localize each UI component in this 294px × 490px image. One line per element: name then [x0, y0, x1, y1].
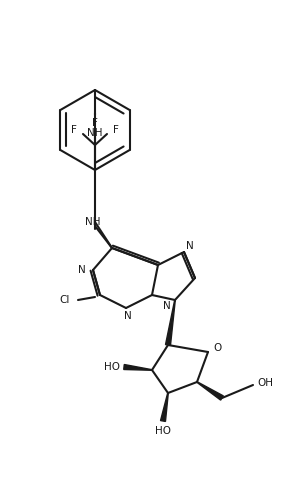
- Text: NH: NH: [85, 217, 101, 227]
- Text: HO: HO: [155, 426, 171, 436]
- Text: N: N: [78, 265, 86, 275]
- Polygon shape: [161, 393, 168, 421]
- Text: N: N: [163, 301, 171, 311]
- Polygon shape: [124, 365, 152, 370]
- Text: F: F: [113, 125, 119, 135]
- Polygon shape: [197, 382, 223, 400]
- Text: OH: OH: [257, 378, 273, 388]
- Text: NH: NH: [87, 128, 103, 138]
- Text: N: N: [186, 241, 194, 251]
- Text: HO: HO: [104, 362, 120, 372]
- Text: F: F: [92, 118, 98, 128]
- Text: F: F: [71, 125, 77, 135]
- Text: O: O: [213, 343, 221, 353]
- Polygon shape: [166, 300, 175, 345]
- Text: N: N: [124, 311, 132, 321]
- Text: Cl: Cl: [60, 295, 70, 305]
